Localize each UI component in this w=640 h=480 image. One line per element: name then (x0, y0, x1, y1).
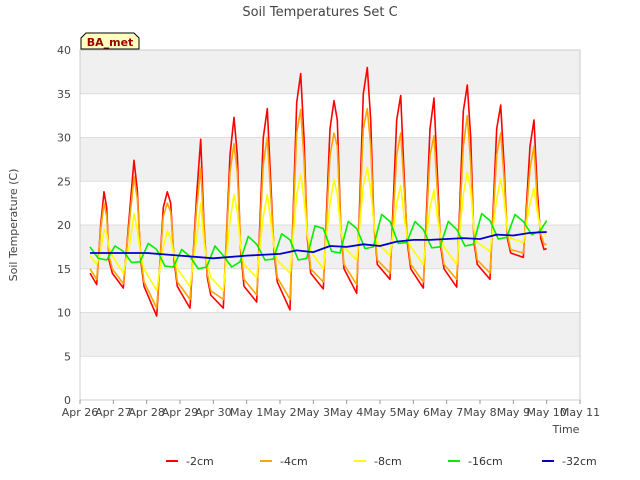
x-tick-label: May 1 (230, 406, 263, 419)
background-band (80, 50, 580, 94)
x-tick-label: Apr 26 (62, 406, 99, 419)
y-tick-label: 40 (57, 44, 71, 57)
x-axis-label: Time (552, 423, 580, 436)
y-tick-label: 0 (64, 394, 71, 407)
x-tick-label: May 7 (430, 406, 463, 419)
x-tick-label: Apr 30 (195, 406, 232, 419)
x-tick-label: May 9 (497, 406, 530, 419)
y-tick-label: 35 (57, 88, 71, 101)
legend-label: -32cm (562, 455, 597, 468)
chart-title: Soil Temperatures Set C (242, 5, 397, 20)
legend: -2cm -4cm -8cm -16cm -32cm (166, 455, 597, 468)
series-line-8cm (89, 166, 547, 292)
y-tick-label: 25 (57, 175, 71, 188)
x-tick-label: May 3 (297, 406, 330, 419)
station-badge: BA_met (80, 32, 140, 50)
y-tick-label: 20 (57, 219, 71, 232)
y-axis-label: Soil Temperature (C) (7, 169, 20, 282)
background-band (80, 312, 580, 357)
x-tick-label: Apr 27 (95, 406, 132, 419)
x-tick-label: May 8 (463, 406, 496, 419)
badge-text: BA_met (87, 36, 134, 49)
series-line-32cm (90, 231, 547, 260)
y-tick-label: 10 (57, 307, 71, 320)
legend-label: -2cm (186, 455, 214, 468)
y-tick-label: 30 (57, 132, 71, 145)
series-lines (89, 66, 548, 317)
legend-label: -8cm (374, 455, 402, 468)
badge-shape (80, 32, 140, 50)
x-tick-label: May 11 (560, 406, 600, 419)
x-tick-label: May 10 (527, 406, 567, 419)
series-line-16cm (89, 212, 548, 270)
y-tick-label: 15 (57, 263, 71, 276)
plot-frame (79, 49, 581, 401)
legend-label: -4cm (280, 455, 308, 468)
x-tick-label: May 5 (363, 406, 396, 419)
x-tick-label: May 4 (330, 406, 363, 419)
x-tick-label: May 2 (263, 406, 296, 419)
x-tick-label: May 6 (397, 406, 430, 419)
y-tick-label: 5 (64, 350, 71, 363)
x-tick-label: Apr 28 (128, 406, 165, 419)
legend-label: -16cm (468, 455, 503, 468)
x-tick-label: Apr 29 (162, 406, 199, 419)
